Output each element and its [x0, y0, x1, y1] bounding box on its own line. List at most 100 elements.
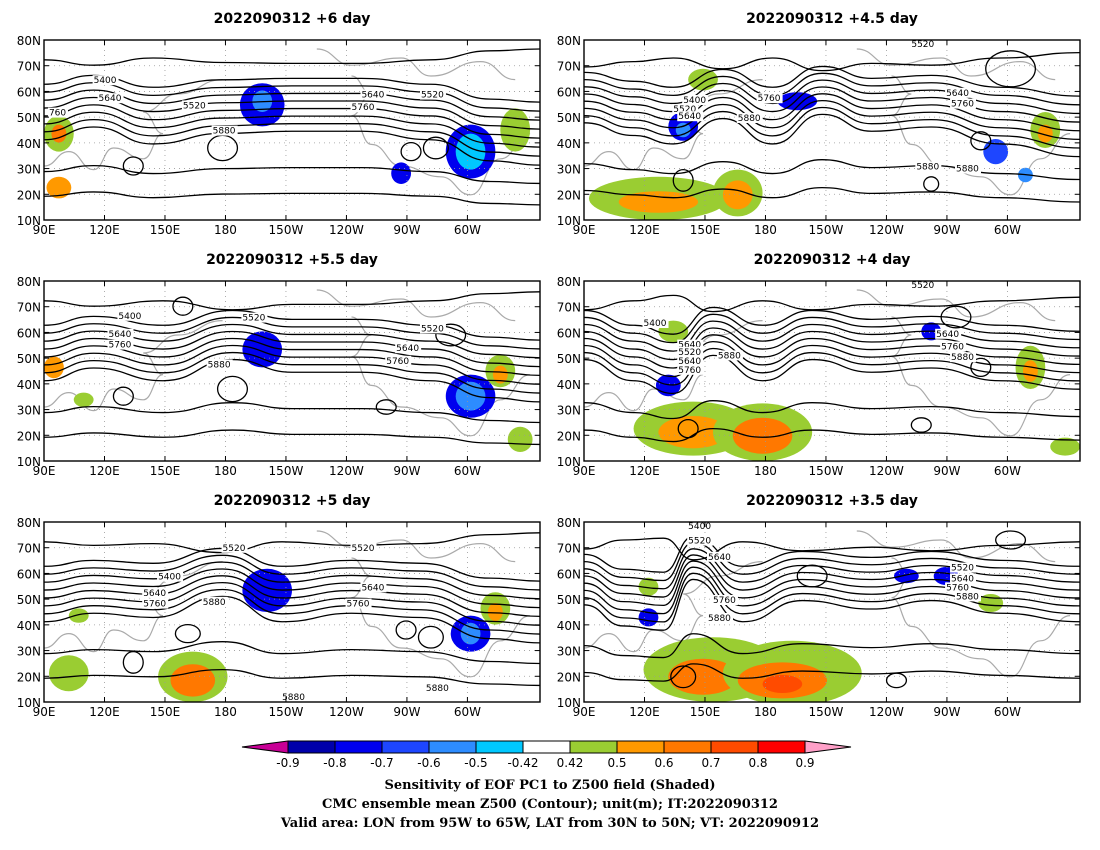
z500-contour: [584, 535, 1080, 573]
panel-title: 2022090312 +5 day: [214, 493, 371, 509]
lat-tick-label: 40N: [17, 378, 41, 392]
contour-label: 5640: [361, 583, 384, 593]
contour-label-bg: [221, 542, 248, 553]
contour-label: 5880: [956, 592, 979, 602]
closed-contour: [985, 50, 1037, 88]
contour-label: 5640: [936, 330, 959, 340]
lon-tick-label: 120E: [89, 705, 120, 719]
lat-tick-label: 30N: [557, 404, 581, 418]
negative-sensitivity-area: [460, 622, 481, 645]
contour-label: 5400: [94, 76, 117, 86]
closed-contour: [174, 623, 201, 644]
caption-line-1: Sensitivity of EOF PC1 to Z500 field (Sh…: [384, 778, 716, 793]
lat-tick-label: 40N: [17, 137, 41, 151]
contour-label: 5880: [282, 693, 305, 703]
positive-sensitivity-area: [507, 426, 533, 452]
lat-tick-label: 70N: [557, 60, 581, 74]
contour-label-bg: [940, 341, 967, 352]
contour-label-bg: [241, 312, 268, 323]
contour-label-bg: [677, 346, 704, 357]
contour-label-bg: [424, 683, 451, 694]
lon-tick-label: 120W: [869, 464, 904, 478]
lon-tick-label: 90E: [573, 223, 596, 237]
colorbar-tick-label: -0.7: [370, 756, 393, 770]
coastline: [351, 557, 531, 678]
lon-tick-label: 120W: [329, 464, 364, 478]
closed-contour: [670, 665, 697, 689]
coastline: [316, 530, 516, 563]
z500-contour: [584, 354, 1080, 395]
colorbar-low-triangle: [241, 740, 289, 754]
coastline: [856, 48, 1056, 81]
contour-label: 5640: [946, 89, 969, 99]
positive-sensitivity-area: [1022, 360, 1038, 382]
contour-label: 5880: [213, 127, 236, 137]
z500-contour: [44, 582, 540, 626]
contour-label: 5640: [99, 94, 122, 104]
contour-label: 5640: [678, 112, 701, 122]
contour-label-bg: [955, 163, 981, 174]
panel-title: 2022090312 +3.5 day: [746, 493, 918, 509]
lon-tick-label: 180: [214, 705, 237, 719]
lon-tick-label: 150E: [150, 223, 181, 237]
lat-tick-label: 10N: [557, 455, 581, 469]
contour-label: 5880: [738, 114, 761, 124]
contour-label-bg: [682, 95, 709, 105]
lon-tick-label: 120E: [629, 464, 660, 478]
contour-label-bg: [157, 571, 184, 582]
closed-contour: [216, 375, 249, 403]
colorbar-segment: [287, 740, 336, 754]
contour-label-bg: [677, 339, 704, 350]
lon-tick-label: 120W: [329, 223, 364, 237]
lon-tick-label: 60W: [994, 464, 1021, 478]
contour-label-bg: [47, 107, 68, 118]
colorbar-tick-label: -0.6: [417, 756, 440, 770]
contour-label-bg: [716, 350, 743, 361]
contour-label: 5400: [118, 312, 141, 322]
closed-contour: [122, 156, 144, 176]
lat-tick-label: 60N: [557, 567, 581, 581]
lon-tick-label: 150E: [150, 464, 181, 478]
contour-label-bg: [910, 40, 937, 50]
lat-tick-label: 20N: [17, 670, 41, 684]
contour-label-bg: [677, 364, 704, 375]
contour-label: 5520: [688, 537, 711, 547]
lat-tick-label: 70N: [17, 301, 41, 315]
contour-label: 5400: [158, 573, 181, 583]
positive-sensitivity-area: [722, 180, 753, 210]
panel-title: 2022090312 +6 day: [214, 11, 371, 27]
contour-label-bg: [345, 598, 372, 609]
contour-label-bg: [360, 582, 387, 593]
contour-label-bg: [945, 87, 972, 98]
closed-contour: [970, 131, 992, 151]
contour-label: 5520: [223, 544, 246, 554]
contour-label: 5760: [951, 100, 974, 110]
contour-label-bg: [107, 339, 134, 350]
lat-tick-label: 50N: [557, 352, 581, 366]
caption-line-2: CMC ensemble mean Z500 (Contour); unit(m…: [322, 797, 778, 812]
contour-label: 5760: [678, 366, 701, 376]
closed-contour: [970, 357, 992, 378]
negative-sensitivity-area: [655, 374, 681, 397]
contour-label: 5880: [916, 163, 939, 173]
z500-contour: [584, 294, 1080, 313]
lon-tick-label: 180: [754, 223, 777, 237]
contour-label-bg: [687, 535, 714, 546]
contour-label-bg: [915, 161, 942, 172]
lat-tick-label: 30N: [17, 645, 41, 659]
lon-tick-label: 60W: [454, 705, 481, 719]
colorbar-segment: [522, 740, 571, 754]
contour-label: 5520: [242, 314, 265, 324]
contour-label: 5520: [421, 324, 444, 334]
z500-contour: [584, 113, 1080, 158]
z500-contour: [44, 429, 540, 446]
colorbar: -0.9 -0.8 -0.7 -0.6 -0.5 -0.42 0.42 0.5 0.6 0.7 0.…: [241, 740, 852, 770]
z500-contour: [584, 313, 1080, 344]
lon-tick-label: 150W: [809, 464, 844, 478]
caption-line-3: Valid area: LON from 95W to 65W, LAT fro…: [280, 816, 820, 831]
positive-sensitivity-area: [487, 603, 503, 621]
negative-sensitivity-area: [391, 162, 412, 184]
contour-label: 5760: [352, 103, 375, 113]
